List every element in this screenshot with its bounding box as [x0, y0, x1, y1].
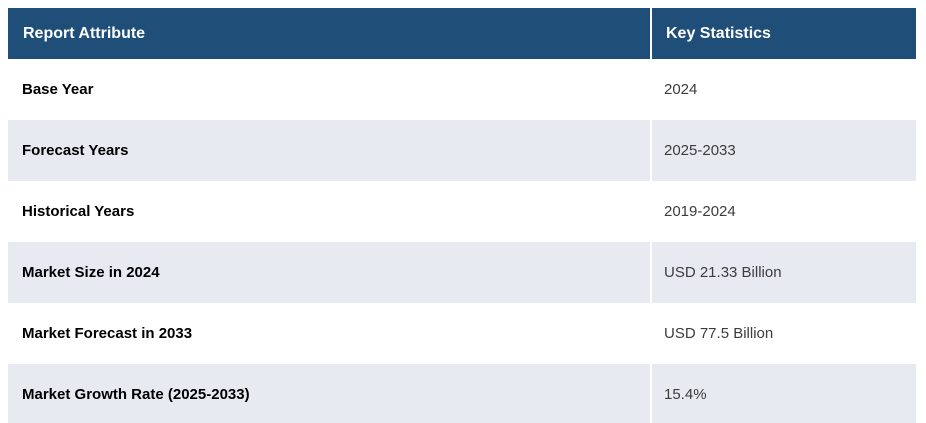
value-forecast-years: 2025-2033 [650, 120, 916, 181]
value-historical-years: 2019-2024 [650, 181, 916, 242]
attribute-historical-years: Historical Years [8, 181, 652, 242]
attribute-market-size-2024: Market Size in 2024 [8, 242, 652, 303]
value-base-year: 2024 [650, 59, 916, 120]
value-market-forecast-2033: USD 77.5 Billion [650, 303, 916, 364]
table-row: Market Size in 2024 USD 21.33 Billion [8, 242, 916, 303]
table-row: Market Growth Rate (2025-2033) 15.4% [8, 364, 916, 423]
table-header-row: Report Attribute Key Statistics [8, 8, 916, 59]
column-header-report-attribute: Report Attribute [8, 8, 652, 59]
value-market-size-2024: USD 21.33 Billion [650, 242, 916, 303]
column-header-key-statistics: Key Statistics [650, 8, 916, 59]
table-row: Forecast Years 2025-2033 [8, 120, 916, 181]
attribute-forecast-years: Forecast Years [8, 120, 652, 181]
report-attributes-table: Report Attribute Key Statistics Base Yea… [8, 8, 916, 423]
attribute-market-growth-rate: Market Growth Rate (2025-2033) [8, 364, 652, 423]
attribute-base-year: Base Year [8, 59, 652, 120]
table-row: Historical Years 2019-2024 [8, 181, 916, 242]
table-row: Base Year 2024 [8, 59, 916, 120]
value-market-growth-rate: 15.4% [650, 364, 916, 423]
attribute-market-forecast-2033: Market Forecast in 2033 [8, 303, 652, 364]
table-row: Market Forecast in 2033 USD 77.5 Billion [8, 303, 916, 364]
